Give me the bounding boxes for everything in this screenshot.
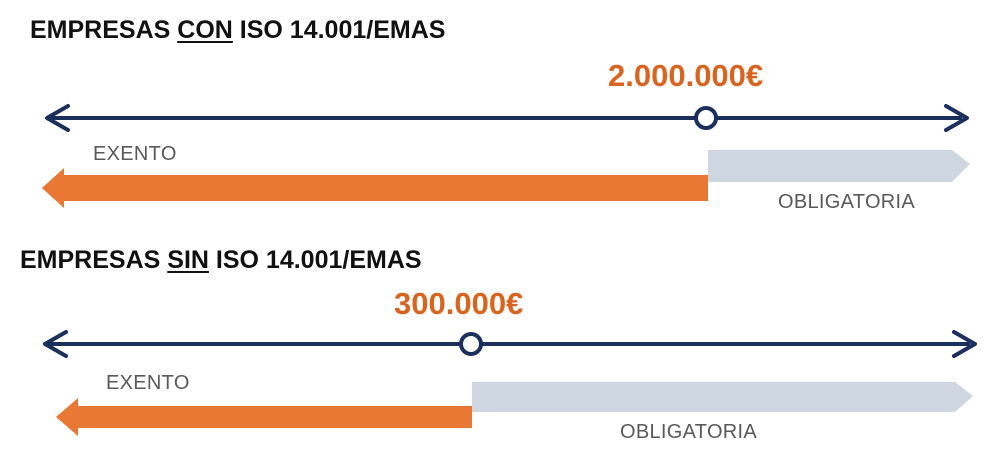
heading-emphasis: SIN — [167, 246, 209, 274]
heading-suffix: ISO 14.001/EMAS — [232, 16, 446, 44]
heading-prefix: EMPRESAS — [30, 16, 178, 44]
section-with-certification: EMPRESAS CON ISO 14.001/EMAS 2.000.000€ … — [0, 0, 1005, 230]
axis-right-arrowhead — [952, 330, 977, 358]
timeline-graphic — [42, 104, 970, 208]
axis-right-arrowhead — [944, 104, 969, 132]
mandatory-label: OBLIGATORIA — [778, 191, 916, 213]
exempt-arrow — [42, 168, 708, 208]
heading-prefix: EMPRESAS — [20, 246, 168, 274]
mandatory-label: OBLIGATORIA — [620, 421, 758, 443]
exempt-label: EXENTO — [93, 143, 177, 165]
section-heading: EMPRESAS SIN ISO 14.001/EMAS — [20, 246, 422, 275]
axis-left-arrowhead — [45, 104, 70, 132]
section-heading: EMPRESAS CON ISO 14.001/EMAS — [30, 16, 445, 45]
threshold-amount: 300.000€ — [394, 286, 524, 321]
heading-suffix: ISO 14.001/EMAS — [208, 246, 422, 274]
threshold-amount: 2.000.000€ — [608, 58, 764, 93]
axis-left-arrowhead — [43, 330, 68, 358]
timeline-graphic — [43, 330, 977, 436]
section-without-certification: EMPRESAS SIN ISO 14.001/EMAS 300.000€ EX… — [0, 230, 1005, 466]
exempt-label: EXENTO — [106, 372, 190, 394]
mandatory-arrow — [472, 382, 973, 412]
mandatory-arrow — [708, 150, 970, 182]
threshold-marker — [459, 332, 483, 356]
threshold-marker — [694, 106, 718, 130]
exempt-arrow — [56, 398, 472, 436]
heading-emphasis: CON — [177, 16, 233, 44]
